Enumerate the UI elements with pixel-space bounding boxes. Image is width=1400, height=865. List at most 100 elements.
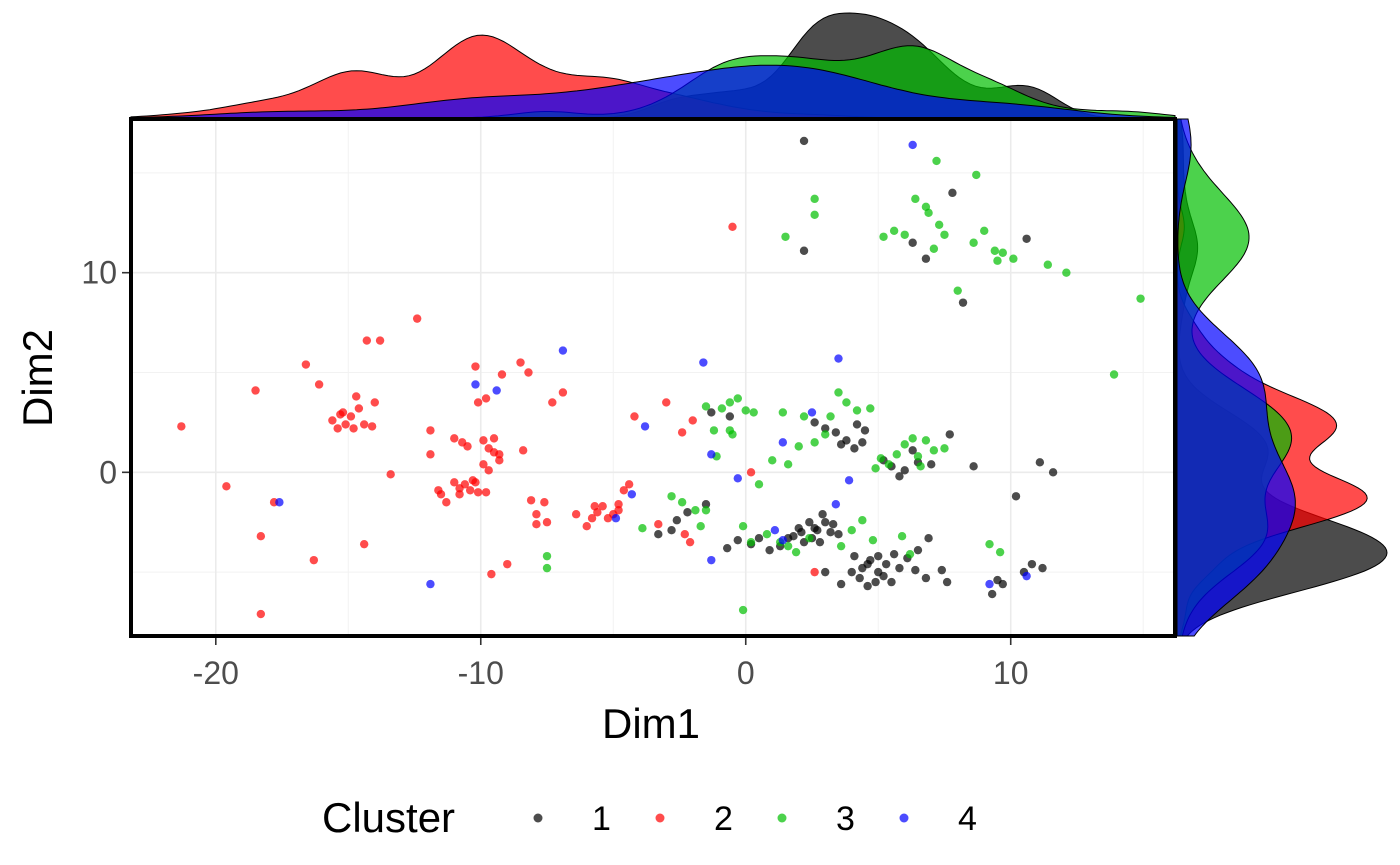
- data-point: [863, 581, 872, 591]
- data-point: [699, 358, 708, 367]
- data-point: [778, 408, 788, 417]
- data-point: [847, 526, 856, 535]
- data-point: [611, 514, 621, 523]
- data-point: [924, 208, 933, 218]
- data-point: [879, 232, 888, 241]
- data-point: [495, 456, 504, 465]
- data-point: [341, 420, 350, 429]
- legend-label-1: 1: [592, 800, 611, 838]
- data-point: [887, 577, 896, 587]
- data-point: [619, 486, 629, 495]
- data-point: [481, 394, 491, 403]
- data-point: [754, 480, 764, 489]
- data-point: [818, 510, 827, 519]
- data-point: [526, 496, 536, 505]
- data-point: [908, 140, 917, 150]
- data-point: [548, 398, 557, 407]
- data-point: [985, 539, 994, 549]
- data-point: [481, 488, 491, 497]
- data-point: [836, 541, 846, 551]
- data-point: [921, 254, 931, 263]
- data-point: [516, 358, 525, 367]
- data-point: [895, 472, 904, 481]
- data-point: [677, 498, 687, 507]
- data-point: [934, 220, 944, 229]
- data-points: [177, 136, 1145, 619]
- data-point: [995, 547, 1005, 557]
- data-point: [866, 404, 875, 413]
- data-point: [768, 456, 777, 465]
- data-point: [998, 248, 1007, 257]
- grid-lines: [131, 119, 1175, 636]
- data-point: [1011, 492, 1021, 501]
- data-point: [850, 444, 859, 453]
- data-point: [905, 549, 915, 559]
- data-point: [460, 480, 470, 489]
- data-point: [301, 360, 311, 369]
- data-point: [993, 256, 1002, 265]
- data-point: [797, 528, 806, 537]
- data-point: [685, 537, 695, 547]
- top-marginal-density: [130, 12, 1176, 119]
- y-tick-label: 10: [81, 255, 117, 291]
- data-point: [998, 579, 1007, 589]
- legend-key-3: [777, 813, 787, 823]
- scatter-panel: [129, 117, 1177, 638]
- data-point: [834, 388, 843, 397]
- data-point: [450, 434, 459, 443]
- data-point: [471, 362, 480, 371]
- data-point: [309, 555, 319, 565]
- data-point: [826, 412, 835, 421]
- data-point: [680, 529, 689, 539]
- data-point: [911, 565, 920, 575]
- data-point: [990, 246, 1000, 255]
- data-point: [913, 545, 923, 555]
- x-axis-title: Dim1: [602, 700, 700, 747]
- data-point: [805, 533, 814, 543]
- data-point: [831, 500, 841, 509]
- data-point: [722, 543, 732, 553]
- data-point: [871, 577, 880, 587]
- data-point: [900, 440, 909, 449]
- data-point: [558, 388, 568, 397]
- data-point: [881, 559, 891, 569]
- data-point: [701, 402, 711, 411]
- data-point: [746, 468, 756, 477]
- data-point: [426, 579, 435, 589]
- data-point: [746, 537, 756, 547]
- data-point: [349, 424, 358, 433]
- data-point: [725, 398, 735, 407]
- data-point: [921, 573, 931, 583]
- data-point: [908, 238, 917, 247]
- data-point: [328, 416, 337, 425]
- data-point: [810, 210, 819, 220]
- data-point: [497, 370, 507, 379]
- data-point: [945, 430, 954, 439]
- data-point: [900, 230, 909, 239]
- data-point: [1038, 563, 1047, 573]
- data-point: [799, 246, 809, 255]
- data-point: [728, 430, 737, 439]
- data-point: [1022, 571, 1031, 581]
- data-point: [852, 406, 862, 415]
- data-point: [940, 444, 949, 453]
- data-point: [683, 508, 692, 517]
- data-point: [630, 412, 639, 421]
- legend-items: 1 2 3 4: [533, 800, 977, 838]
- data-point: [850, 551, 859, 561]
- top-density-series-4: [130, 64, 1176, 119]
- y-axis-title: Dim2: [14, 329, 61, 427]
- data-point: [799, 136, 809, 146]
- data-point: [874, 551, 883, 561]
- data-point: [889, 226, 899, 235]
- data-point: [826, 528, 835, 537]
- data-point: [821, 424, 830, 433]
- data-point: [473, 488, 483, 497]
- data-point: [412, 314, 422, 323]
- data-point: [958, 298, 968, 307]
- data-point: [1035, 458, 1045, 467]
- data-point: [1009, 254, 1018, 263]
- data-point: [1043, 260, 1053, 269]
- data-point: [921, 436, 931, 445]
- data-point: [929, 446, 939, 455]
